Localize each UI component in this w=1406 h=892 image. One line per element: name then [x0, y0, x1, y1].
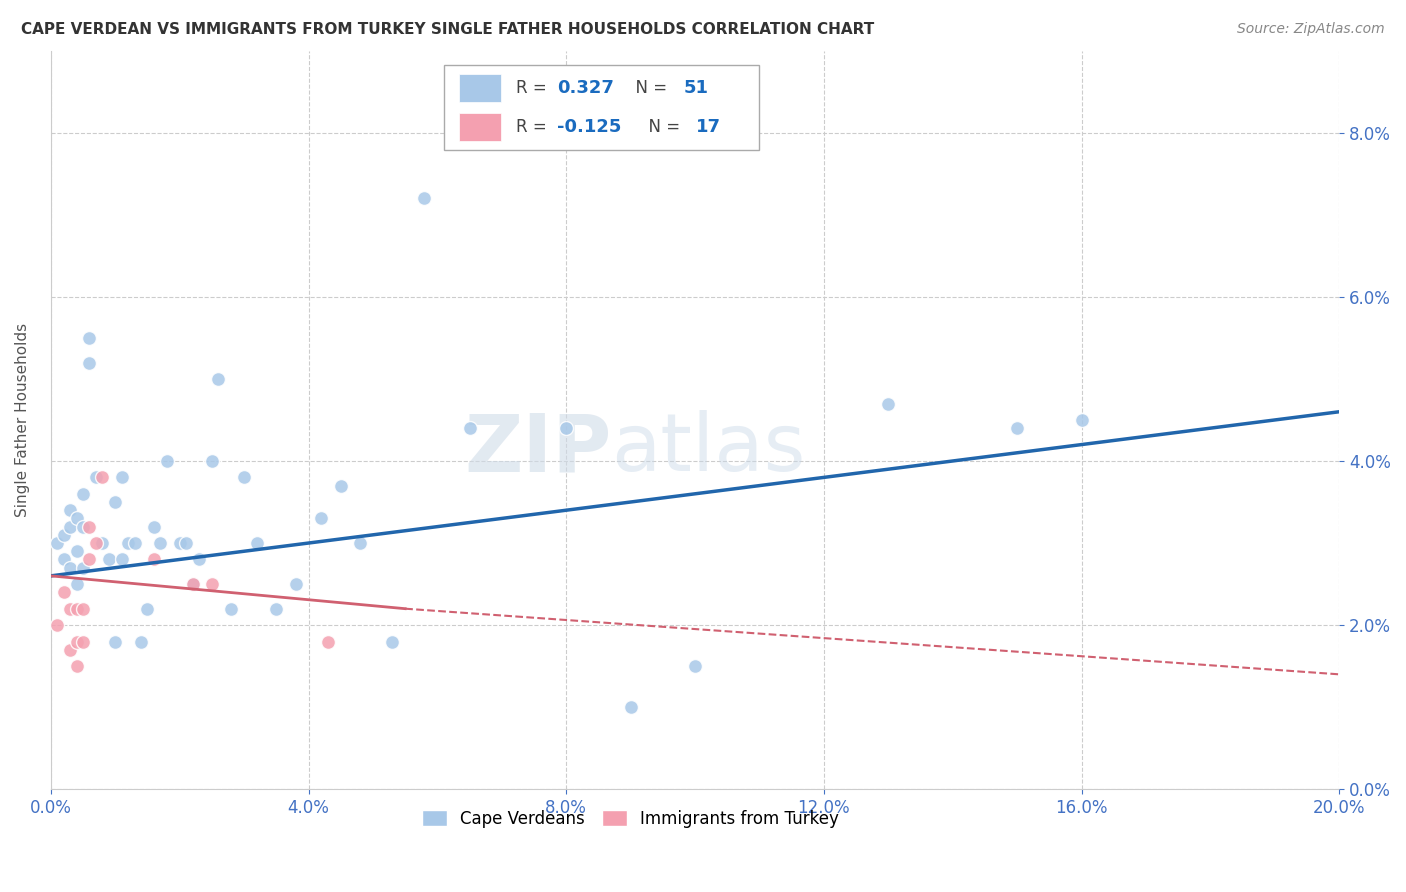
- Text: Source: ZipAtlas.com: Source: ZipAtlas.com: [1237, 22, 1385, 37]
- Point: [311, 511, 333, 525]
- Point: [59, 519, 82, 533]
- Point: [59, 560, 82, 574]
- Point: [188, 552, 211, 566]
- Point: [79, 331, 101, 345]
- Point: [111, 470, 134, 484]
- Point: [329, 478, 352, 492]
- Text: N =: N =: [638, 119, 686, 136]
- Point: [59, 503, 82, 517]
- Point: [1070, 413, 1092, 427]
- Point: [97, 552, 120, 566]
- Point: [129, 634, 152, 648]
- Point: [59, 642, 82, 657]
- Point: [72, 519, 94, 533]
- Point: [117, 536, 139, 550]
- Point: [620, 700, 643, 714]
- Point: [316, 634, 339, 648]
- Point: [555, 421, 578, 435]
- Point: [72, 634, 94, 648]
- Text: N =: N =: [626, 79, 673, 97]
- Point: [65, 544, 87, 558]
- Point: [79, 552, 101, 566]
- Point: [381, 634, 404, 648]
- Point: [284, 577, 307, 591]
- Point: [79, 519, 101, 533]
- Point: [46, 618, 69, 632]
- Point: [458, 421, 481, 435]
- Point: [52, 528, 75, 542]
- Point: [174, 536, 197, 550]
- Point: [104, 495, 127, 509]
- Text: 17: 17: [696, 119, 721, 136]
- Text: ZIP: ZIP: [464, 410, 612, 489]
- Point: [52, 585, 75, 599]
- Text: 51: 51: [683, 79, 709, 97]
- Point: [349, 536, 371, 550]
- Point: [142, 519, 165, 533]
- Point: [46, 536, 69, 550]
- Point: [246, 536, 269, 550]
- Text: -0.125: -0.125: [557, 119, 621, 136]
- Point: [219, 601, 242, 615]
- Point: [65, 659, 87, 673]
- Point: [124, 536, 146, 550]
- Point: [52, 552, 75, 566]
- Point: [72, 560, 94, 574]
- Point: [877, 396, 900, 410]
- Text: atlas: atlas: [612, 410, 806, 489]
- Point: [149, 536, 172, 550]
- Text: R =: R =: [516, 79, 553, 97]
- Point: [104, 634, 127, 648]
- Point: [91, 470, 114, 484]
- Point: [201, 454, 224, 468]
- Point: [1005, 421, 1028, 435]
- Point: [65, 634, 87, 648]
- Point: [84, 536, 107, 550]
- Y-axis label: Single Father Households: Single Father Households: [15, 323, 30, 517]
- FancyBboxPatch shape: [444, 65, 759, 151]
- Point: [201, 577, 224, 591]
- Point: [59, 601, 82, 615]
- Point: [683, 659, 706, 673]
- Point: [181, 577, 204, 591]
- Point: [181, 577, 204, 591]
- Point: [72, 487, 94, 501]
- Point: [91, 536, 114, 550]
- Point: [65, 577, 87, 591]
- Text: R =: R =: [516, 119, 553, 136]
- Point: [169, 536, 191, 550]
- FancyBboxPatch shape: [460, 74, 501, 103]
- Point: [156, 454, 179, 468]
- Text: CAPE VERDEAN VS IMMIGRANTS FROM TURKEY SINGLE FATHER HOUSEHOLDS CORRELATION CHAR: CAPE VERDEAN VS IMMIGRANTS FROM TURKEY S…: [21, 22, 875, 37]
- Point: [111, 552, 134, 566]
- Point: [84, 470, 107, 484]
- Point: [79, 355, 101, 369]
- Point: [233, 470, 256, 484]
- Point: [413, 191, 436, 205]
- Point: [207, 372, 229, 386]
- Point: [266, 601, 288, 615]
- Point: [142, 552, 165, 566]
- FancyBboxPatch shape: [460, 113, 501, 142]
- Legend: Cape Verdeans, Immigrants from Turkey: Cape Verdeans, Immigrants from Turkey: [413, 802, 848, 837]
- Point: [65, 511, 87, 525]
- Point: [72, 601, 94, 615]
- Point: [136, 601, 159, 615]
- Point: [65, 601, 87, 615]
- Text: 0.327: 0.327: [557, 79, 614, 97]
